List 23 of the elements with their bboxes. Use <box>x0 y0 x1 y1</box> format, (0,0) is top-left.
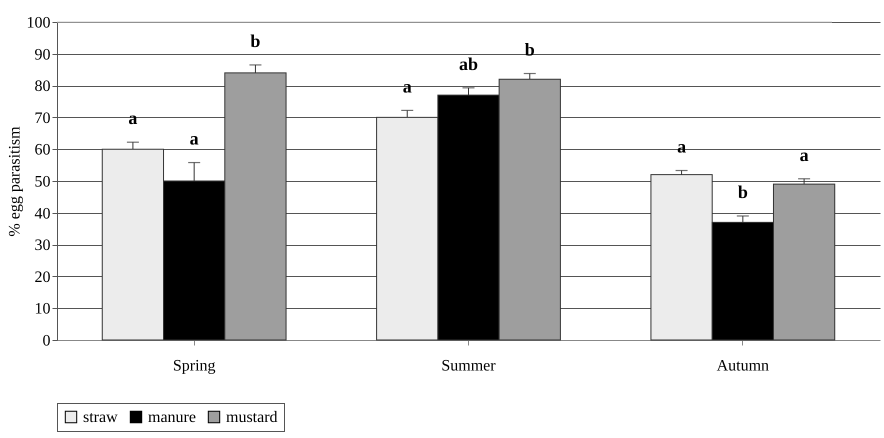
y-tick-label: 90 <box>34 46 50 64</box>
annotation: a <box>190 128 199 149</box>
y-tick-label: 0 <box>42 332 50 350</box>
y-tick-label: 20 <box>34 268 50 286</box>
y-axis-title: % egg parasitism <box>6 126 24 237</box>
x-tick-label: Spring <box>172 358 216 374</box>
annotation: b <box>738 182 748 202</box>
x-tick-label: Autumn <box>716 358 770 374</box>
legend-label: straw <box>83 409 118 426</box>
y-tick-label: 60 <box>34 142 50 159</box>
annotation: a <box>800 144 809 165</box>
y-tick-label: 80 <box>34 78 50 96</box>
y-tick-label: 40 <box>34 205 50 222</box>
y-tick-label: 100 <box>26 14 50 32</box>
y-tick-label: 70 <box>34 110 50 127</box>
y-tick-label: 50 <box>34 174 50 190</box>
y-tick-label: 10 <box>34 300 50 318</box>
annotation: ab <box>458 54 478 74</box>
y-tick-label: 30 <box>34 237 50 254</box>
annotation: b <box>250 30 260 51</box>
x-tick-label: Summer <box>441 358 496 374</box>
legend-label: manure <box>148 409 196 426</box>
legend-label: mustard <box>226 409 278 426</box>
